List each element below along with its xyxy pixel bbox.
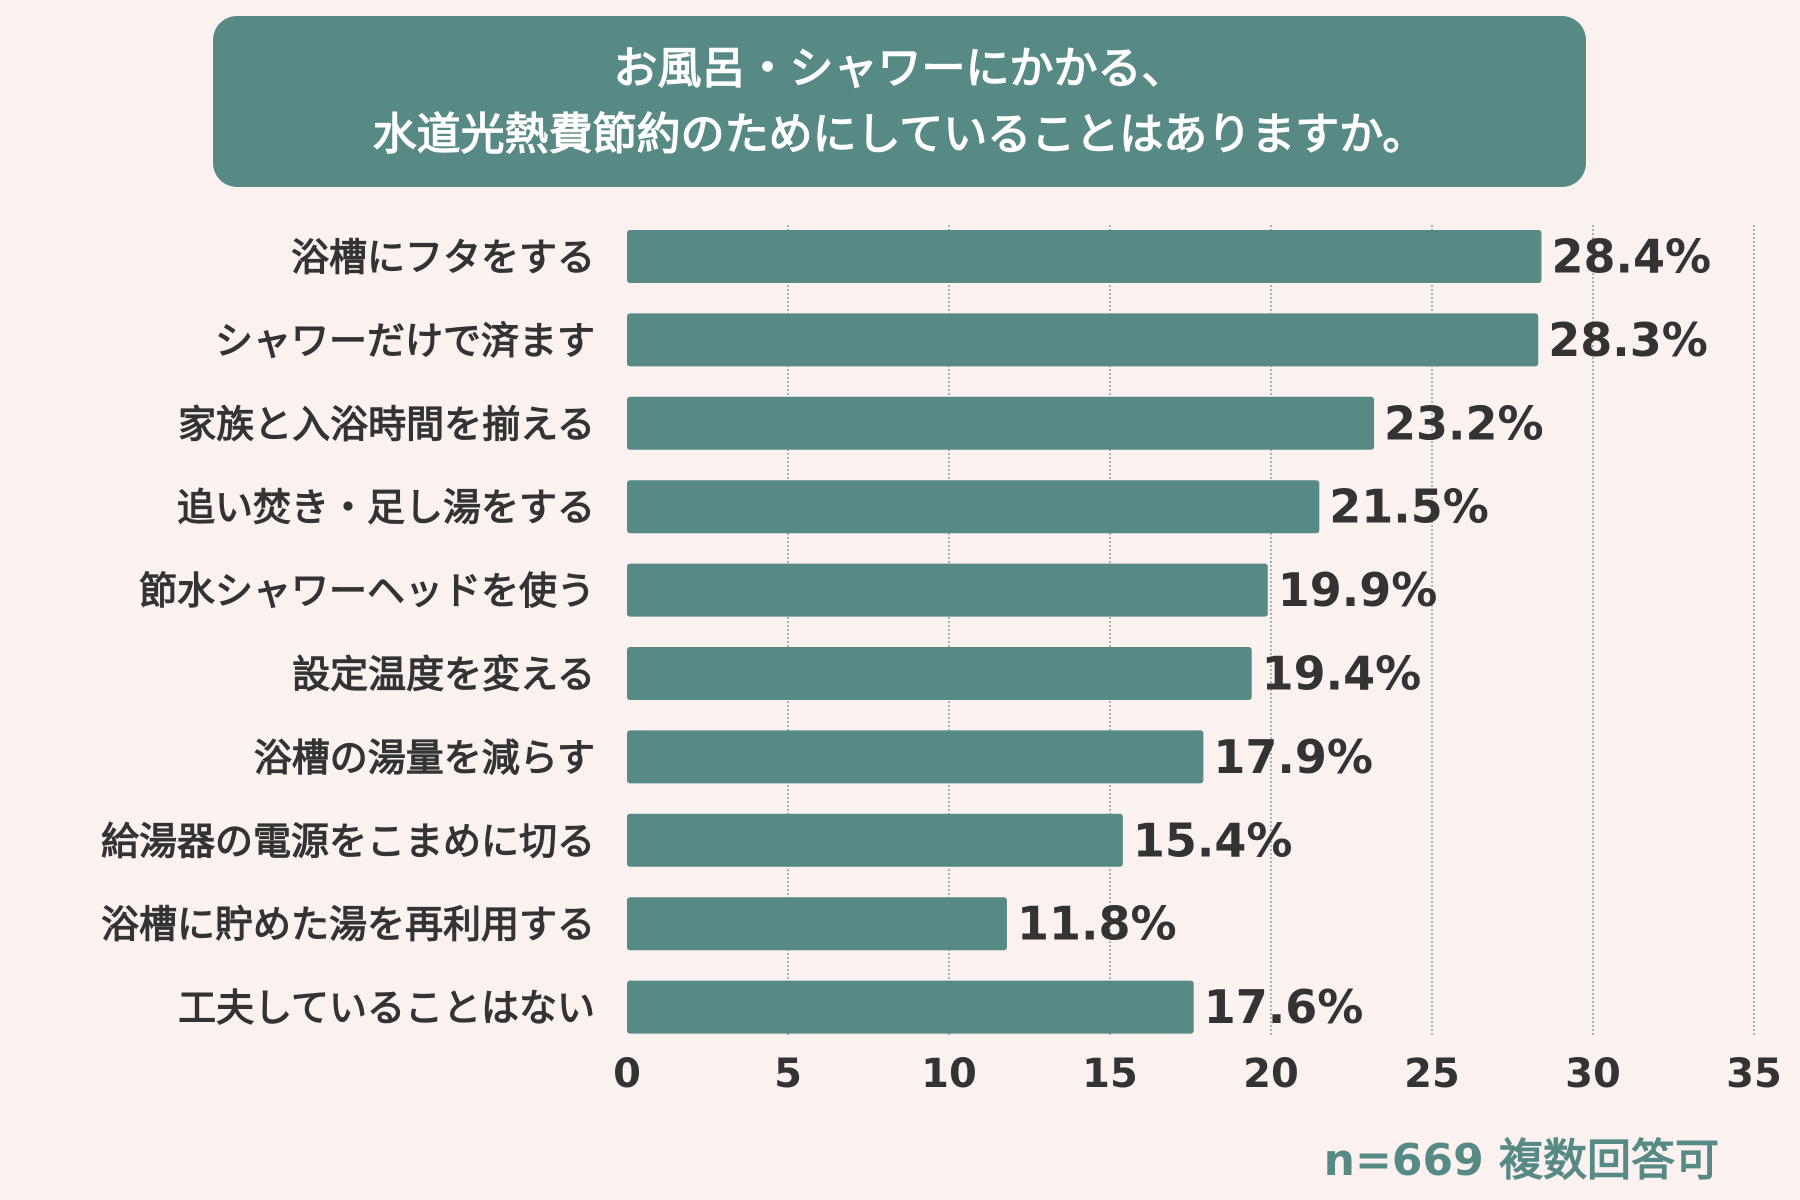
x-tick-label: 0 <box>613 1051 641 1097</box>
x-tick-label: 25 <box>1404 1051 1460 1097</box>
category-label: 節水シャワーヘッドを使う <box>139 569 595 613</box>
data-label: 11.8% <box>1017 897 1177 951</box>
bar <box>627 813 1123 867</box>
bar <box>627 897 1007 951</box>
sample-note: n=669 複数回答可 <box>1323 1135 1719 1186</box>
x-tick-label: 35 <box>1726 1051 1782 1097</box>
category-label: 設定温度を変える <box>292 653 595 697</box>
data-label: 19.4% <box>1262 647 1422 701</box>
x-tick-label: 30 <box>1565 1051 1621 1097</box>
category-label: 給湯器の電源をこまめに切る <box>101 819 595 863</box>
category-label: 浴槽の湯量を減らす <box>254 736 595 780</box>
category-label: 追い焚き・足し湯をする <box>177 486 595 530</box>
category-label: シャワーだけで済ます <box>215 319 595 363</box>
data-label: 19.9% <box>1278 563 1438 617</box>
data-label: 17.9% <box>1213 730 1373 784</box>
bar <box>627 980 1194 1034</box>
data-label: 21.5% <box>1329 480 1489 534</box>
bar <box>627 396 1375 450</box>
category-label: 家族と入浴時間を揃える <box>178 402 595 446</box>
title-line-1: お風呂・シャワーにかかる、 <box>613 42 1186 94</box>
category-label: 浴槽に貯めた湯を再利用する <box>101 903 595 947</box>
data-label: 28.3% <box>1548 313 1708 367</box>
x-tick-label: 20 <box>1243 1051 1299 1097</box>
data-label: 28.4% <box>1551 230 1711 284</box>
chart-title: お風呂・シャワーにかかる、 水道光熱費節約のためにしていることはありますか。 <box>213 16 1586 187</box>
bar <box>627 563 1268 617</box>
category-label: 工夫していることはない <box>178 986 595 1030</box>
data-label: 23.2% <box>1384 396 1544 450</box>
bar <box>627 480 1320 534</box>
bar <box>627 647 1252 700</box>
bar <box>627 230 1542 283</box>
category-label: 浴槽にフタをする <box>291 236 595 280</box>
data-label: 15.4% <box>1133 813 1293 867</box>
data-label: 17.6% <box>1204 980 1364 1034</box>
title-line-2: 水道光熱費節約のためにしていることはありますか。 <box>372 108 1427 160</box>
x-tick-label: 15 <box>1082 1051 1138 1097</box>
bar <box>627 730 1204 784</box>
x-tick-label: 10 <box>921 1051 977 1097</box>
bar <box>627 313 1539 367</box>
x-tick-label: 5 <box>774 1051 802 1097</box>
